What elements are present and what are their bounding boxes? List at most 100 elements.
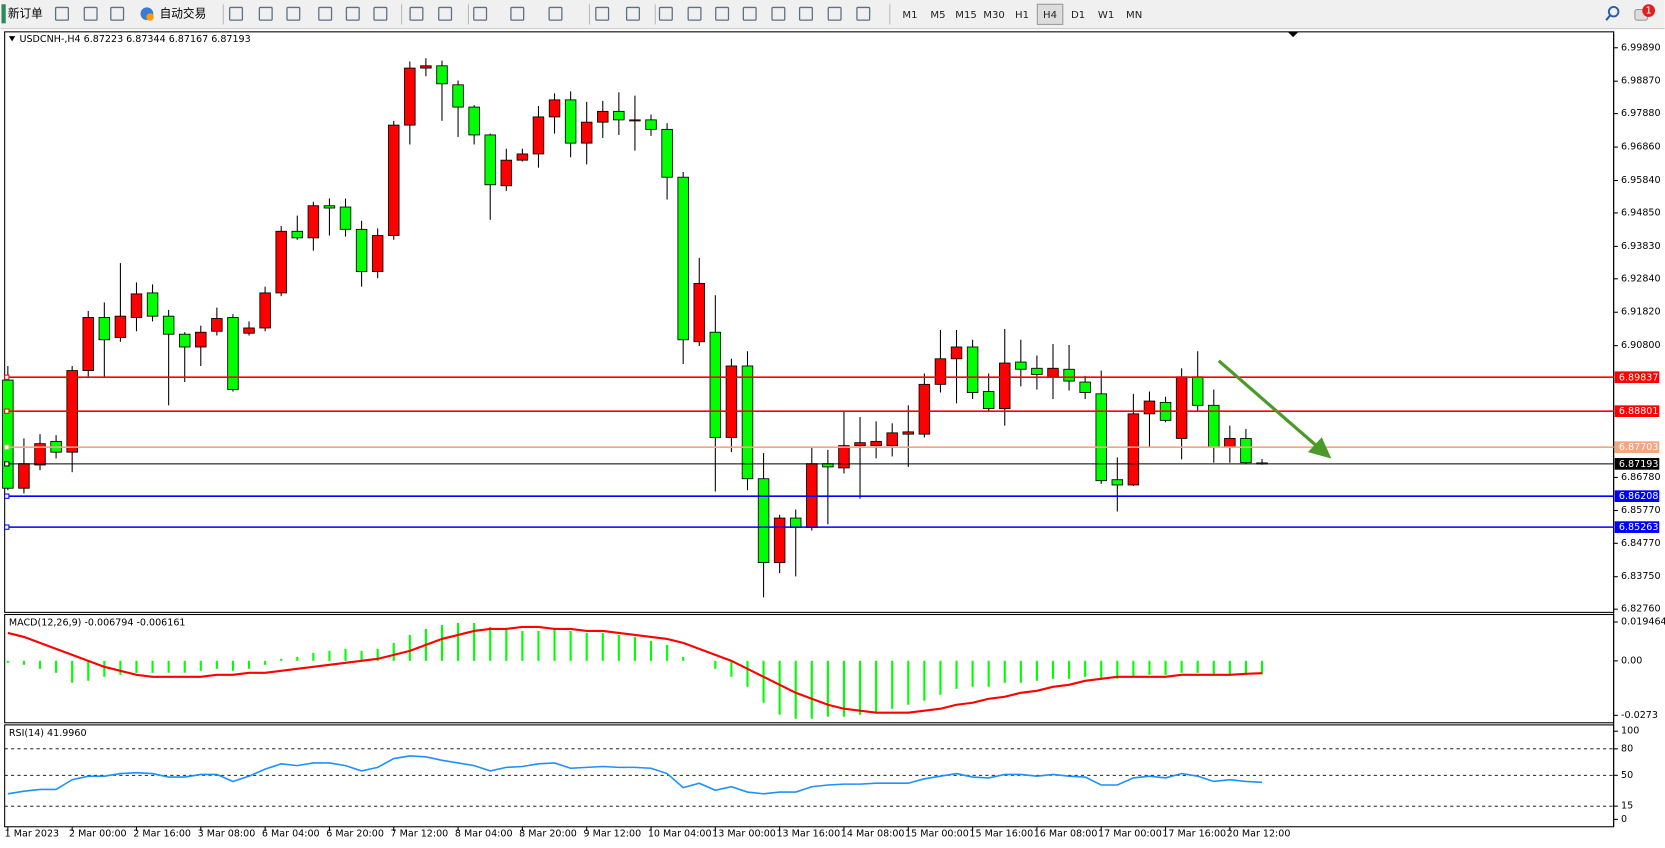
y-tick-label: 6.86780 xyxy=(1621,472,1660,483)
timeframe-button[interactable]: W1 xyxy=(1098,10,1114,21)
candle xyxy=(854,417,866,499)
y-tick-label: 100 xyxy=(1621,726,1639,737)
candle xyxy=(613,92,625,135)
y-tick-label: 6.85770 xyxy=(1621,505,1660,516)
toolbar-icon[interactable] xyxy=(286,6,301,21)
toolbar-icon-glyph xyxy=(856,6,871,21)
notifications-badge xyxy=(1642,4,1656,17)
price-label-bg xyxy=(1614,371,1660,384)
candle-body xyxy=(420,65,432,69)
toolbar-icon[interactable] xyxy=(258,6,273,21)
toolbar-icon[interactable] xyxy=(548,6,563,21)
candle xyxy=(629,95,641,151)
horizontal-line-handle xyxy=(4,493,10,499)
y-tick-label: 15 xyxy=(1621,801,1633,812)
toolbar-icon[interactable] xyxy=(83,6,98,21)
timeframe-button[interactable]: H1 xyxy=(1015,10,1029,21)
x-tick-label: 7 Mar 12:00 xyxy=(391,829,449,840)
candle-body xyxy=(886,432,898,447)
timeframe-label: M1 xyxy=(902,10,917,21)
x-tick-label: 6 Mar 20:00 xyxy=(326,829,384,840)
candle xyxy=(966,339,979,400)
toolbar-icon[interactable] xyxy=(595,6,610,21)
timeframe-button[interactable]: M30 xyxy=(983,10,1005,21)
x-tick-label: 3 Mar 08:00 xyxy=(198,829,256,840)
trend-arrow[interactable] xyxy=(1217,359,1332,459)
candle-body xyxy=(580,121,593,144)
candle-body xyxy=(1224,437,1236,448)
horizontal-line-handle xyxy=(4,408,10,414)
y-tick-label: 6.90800 xyxy=(1621,340,1660,351)
x-tick-label: 6 Mar 04:00 xyxy=(262,829,320,840)
candle-body xyxy=(1079,381,1091,393)
toolbar-icon[interactable] xyxy=(54,6,69,21)
toolbar-icon[interactable] xyxy=(473,6,488,21)
toolbar-icon[interactable] xyxy=(373,6,388,21)
candle-body xyxy=(114,315,127,338)
toolbar-icon[interactable] xyxy=(345,6,360,21)
toolbar-icon[interactable] xyxy=(827,6,842,21)
candle xyxy=(950,329,963,404)
toolbar-icon-glyph xyxy=(548,6,563,21)
timeframe-label: M30 xyxy=(983,10,1005,21)
candle xyxy=(452,80,464,137)
candle xyxy=(404,61,416,145)
toolbar-icon[interactable] xyxy=(510,6,525,21)
candle-body xyxy=(1127,413,1140,486)
toolbar-icon[interactable] xyxy=(625,6,640,21)
candle xyxy=(2,365,14,491)
timeframe-button[interactable]: M5 xyxy=(930,10,945,21)
x-tick-label: 9 Mar 12:00 xyxy=(584,829,642,840)
candle-body xyxy=(789,517,802,528)
toolbar-icon[interactable] xyxy=(742,6,757,21)
timeframe-button[interactable]: D1 xyxy=(1071,10,1085,21)
new-order-button[interactable]: 新订单 xyxy=(1,4,43,24)
candle xyxy=(98,302,111,377)
indicator-line xyxy=(7,755,1263,795)
candle xyxy=(532,106,545,168)
notifications-button[interactable]: 1 xyxy=(1634,4,1656,21)
auto-trading-button[interactable]: 自动交易 xyxy=(140,6,207,21)
timeframe-label: H4 xyxy=(1043,10,1057,21)
toolbar-icon[interactable] xyxy=(798,6,813,21)
candle xyxy=(211,307,223,336)
timeframe-button[interactable]: M15 xyxy=(955,10,977,21)
candle-body xyxy=(323,205,336,209)
candle xyxy=(1095,370,1107,484)
candle xyxy=(162,309,175,406)
candle xyxy=(178,332,191,383)
x-tick-label: 17 Mar 00:00 xyxy=(1098,829,1162,840)
candle-body xyxy=(243,327,255,334)
candle xyxy=(259,286,271,332)
toolbar-icon[interactable] xyxy=(687,6,702,21)
toolbar-icon-glyph xyxy=(286,6,301,21)
price-label: 6.87193 xyxy=(1619,459,1658,470)
timeframe-button[interactable]: MN xyxy=(1126,10,1142,21)
search-button[interactable] xyxy=(1605,5,1620,21)
toolbar-icon[interactable] xyxy=(438,6,453,21)
toolbar-icon[interactable] xyxy=(318,6,333,21)
candle-body xyxy=(404,67,416,126)
candle-body xyxy=(275,230,287,294)
candle-body xyxy=(307,205,320,239)
timeframe-button[interactable]: M1 xyxy=(902,10,917,21)
candle xyxy=(114,263,127,342)
candle xyxy=(500,148,513,191)
candle-body xyxy=(773,517,786,564)
toolbar-icon[interactable] xyxy=(229,6,244,21)
toolbar-icon[interactable] xyxy=(409,6,424,21)
toolbar-icon[interactable] xyxy=(658,6,673,21)
timeframe-button[interactable]: H4 xyxy=(1036,3,1064,25)
toolbar-icon[interactable] xyxy=(715,6,730,21)
toolbar-icon[interactable] xyxy=(856,6,871,21)
toolbar-icon-glyph xyxy=(827,6,842,21)
y-tick-label: 6.84770 xyxy=(1621,538,1660,549)
toolbar-icon[interactable] xyxy=(771,6,786,21)
candle-body xyxy=(838,445,850,469)
y-tick-label: 50 xyxy=(1621,770,1633,781)
price-label-bg xyxy=(1614,405,1660,418)
toolbar-icon[interactable] xyxy=(110,6,125,21)
toolbar-icon-glyph xyxy=(83,6,98,21)
candle xyxy=(902,405,915,467)
